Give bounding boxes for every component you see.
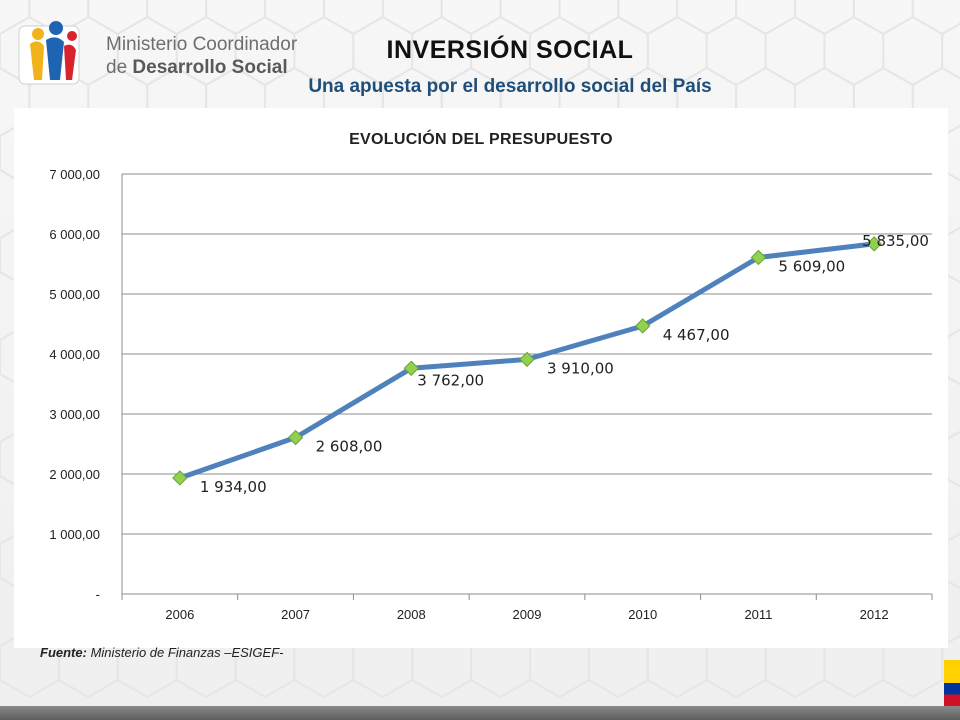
x-tick-label: 2007 xyxy=(281,607,310,622)
source-label: Fuente: xyxy=(40,645,87,660)
data-label: 3 762,00 xyxy=(417,371,484,389)
org-name-bold: Desarrollo Social xyxy=(132,57,288,78)
bottom-bar xyxy=(0,706,960,720)
line-chart: - 1 000,00 2 000,00 3 000,00 4 000,00 5 000,0… xyxy=(49,167,933,622)
data-label: 3 910,00 xyxy=(547,359,614,377)
data-label: 2 608,00 xyxy=(316,438,383,456)
x-tick-label: 2011 xyxy=(744,607,772,622)
background-hexagon xyxy=(941,634,960,692)
org-name-line1: Ministerio Coordinador xyxy=(106,34,298,55)
x-tick-label: 2006 xyxy=(165,607,194,622)
family-logo-icon xyxy=(18,21,80,85)
ministry-logo: Ministerio Coordinador de Desarrollo Soc… xyxy=(16,14,297,86)
chart-panel: EVOLUCIÓN DEL PRESUPUESTO - 1 000,00 2 000… xyxy=(14,108,948,648)
x-tick-label: 2012 xyxy=(860,607,889,622)
data-point-marker xyxy=(287,429,304,446)
data-label: 4 467,00 xyxy=(663,326,730,344)
data-point-marker xyxy=(519,351,535,368)
ecuador-flag-icon xyxy=(944,660,960,706)
chart-title: EVOLUCIÓN DEL PRESUPUESTO xyxy=(349,131,613,148)
data-point-marker xyxy=(635,318,651,334)
y-tick-label: 4 000,00 xyxy=(49,347,100,362)
y-tick-label: 5 000,00 xyxy=(49,287,100,302)
data-point-marker xyxy=(172,470,188,486)
y-tick-label: 2 000,00 xyxy=(49,467,100,482)
data-point-marker xyxy=(403,360,419,376)
x-tick-label: 2008 xyxy=(397,607,426,622)
y-tick-label: 1 000,00 xyxy=(49,527,100,542)
page-title: INVERSIÓN SOCIAL xyxy=(386,36,634,64)
x-tick-label: 2010 xyxy=(628,607,657,622)
data-point-marker xyxy=(750,249,767,266)
source-note: Fuente: Ministerio de Finanzas –ESIGEF- xyxy=(40,645,283,660)
data-point-marker xyxy=(866,236,882,252)
data-label: 5 609,00 xyxy=(778,257,845,275)
y-tick-label: 7 000,00 xyxy=(49,167,100,182)
y-tick-label: - xyxy=(96,587,100,602)
data-label: 1 934,00 xyxy=(200,478,267,496)
data-label: 5 835,00 xyxy=(862,232,929,250)
org-name-line2: de Desarrollo Social xyxy=(106,57,288,79)
y-tick-label: 6 000,00 xyxy=(49,227,100,242)
y-tick-label: 3 000,00 xyxy=(49,407,100,422)
source-text: Ministerio de Finanzas –ESIGEF- xyxy=(86,645,284,660)
header: Ministerio Coordinador de Desarrollo Soc… xyxy=(0,0,960,100)
org-name-prefix: de xyxy=(106,57,133,78)
page-subtitle: Una apuesta por el desarrollo social del… xyxy=(308,76,712,97)
x-tick-label: 2009 xyxy=(513,607,542,622)
